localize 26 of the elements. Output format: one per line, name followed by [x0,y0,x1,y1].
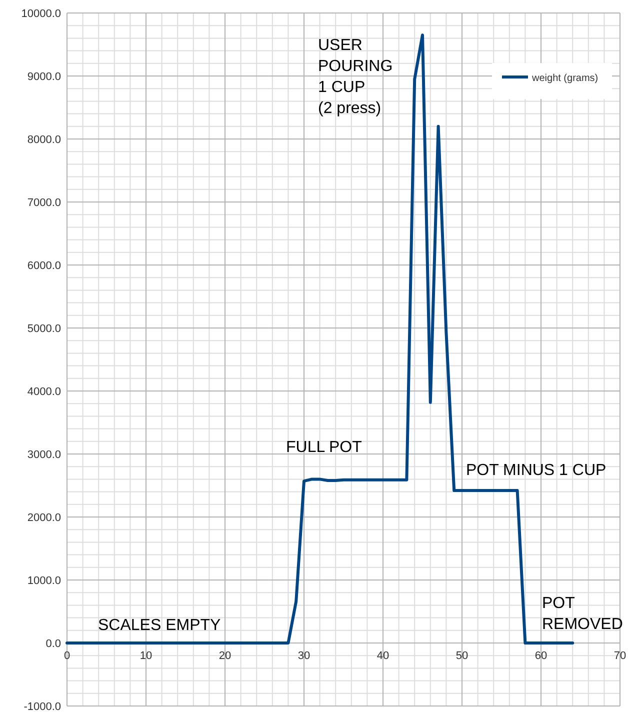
legend-label: weight (grams) [531,73,598,84]
annotation: SCALES EMPTY [98,617,222,634]
y-tick-label: 0.0 [46,638,61,650]
x-tick-label: 50 [456,650,468,662]
y-tick-label: 4000.0 [27,386,61,398]
y-tick-label: 2000.0 [27,512,61,524]
y-tick-label: 10000.0 [21,8,61,20]
y-tick-label: 9000.0 [27,71,61,83]
y-tick-label: 6000.0 [27,260,61,272]
x-tick-label: 70 [614,650,626,662]
annotation: FULL POT [286,439,362,456]
y-tick-label: 5000.0 [27,323,61,335]
x-tick-label: 0 [64,650,70,662]
x-tick-label: 30 [298,650,310,662]
x-tick-label: 40 [376,650,390,662]
y-tick-label: 8000.0 [27,134,61,146]
y-tick-label: -1000.0 [24,701,61,712]
annotation: POT REMOVED [542,595,623,633]
y-tick-label: 3000.0 [27,449,61,461]
y-tick-label: 1000.0 [27,575,61,587]
x-tick-label: 20 [218,650,232,662]
x-tick-label: 10 [140,650,152,662]
annotation: POT MINUS 1 CUP [466,462,606,479]
annotation: USER POURING 1 CUP (2 press) [318,37,393,117]
y-tick-label: 7000.0 [27,197,61,209]
x-tick-label: 60 [534,650,548,662]
